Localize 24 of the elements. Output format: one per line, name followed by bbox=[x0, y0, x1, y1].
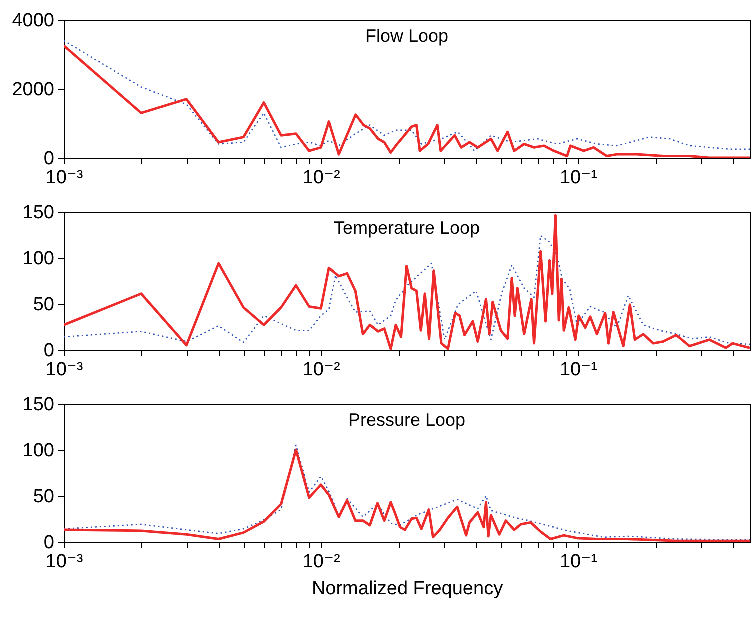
chart-title: Pressure Loop bbox=[348, 410, 466, 430]
x-axis-title: Normalized Frequency bbox=[312, 578, 504, 600]
x-tick-label: 10⁻³ bbox=[46, 168, 84, 188]
x-tick-label: 10⁻² bbox=[302, 552, 340, 572]
y-tick-label: 0 bbox=[44, 148, 54, 170]
y-tick-label: 50 bbox=[33, 486, 54, 508]
y-tick-label: 0 bbox=[44, 340, 54, 362]
y-tick-label: 4000 bbox=[12, 10, 54, 32]
x-tick-label: 10⁻³ bbox=[46, 552, 84, 572]
x-tick-label: 10⁻² bbox=[302, 168, 340, 188]
chart-title: Temperature Loop bbox=[334, 218, 480, 238]
x-tick-label: 10⁻³ bbox=[46, 360, 84, 380]
x-tick-label: 10⁻¹ bbox=[560, 552, 598, 572]
y-tick-label: 150 bbox=[22, 202, 54, 224]
chart-title: Flow Loop bbox=[365, 26, 449, 46]
y-tick-label: 100 bbox=[22, 248, 54, 270]
y-tick-label: 0 bbox=[44, 532, 54, 554]
y-tick-label: 50 bbox=[33, 294, 54, 316]
y-tick-label: 150 bbox=[22, 394, 54, 416]
x-tick-label: 10⁻¹ bbox=[560, 360, 598, 380]
y-tick-label: 2000 bbox=[12, 80, 54, 100]
y-tick-label: 100 bbox=[22, 440, 54, 462]
x-tick-label: 10⁻¹ bbox=[560, 168, 598, 188]
x-tick-label: 10⁻² bbox=[302, 360, 340, 380]
